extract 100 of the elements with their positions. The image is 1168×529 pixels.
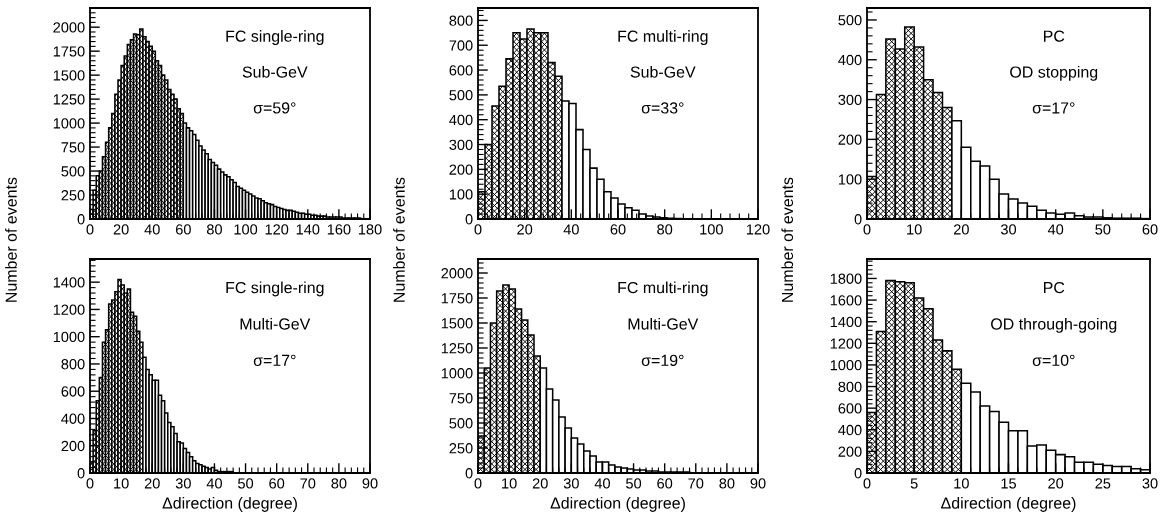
y-tick-label: 400 <box>838 54 862 66</box>
y-axis-title: Number of events <box>781 177 794 302</box>
annotation: FC multi-ring <box>618 281 708 297</box>
x-tick-label: 80 <box>719 478 735 489</box>
y-tick-label: 750 <box>61 142 85 153</box>
y-tick-label: 400 <box>449 114 473 126</box>
y-tick-label: 100 <box>449 189 473 200</box>
y-tick-label: 600 <box>838 403 862 414</box>
y-tick-label: 2000 <box>441 268 473 279</box>
x-tick-label: 60 <box>269 478 285 489</box>
y-tick-label: 0 <box>77 468 85 479</box>
y-tick-label: 400 <box>61 413 85 424</box>
x-tick-label: 5 <box>910 478 918 489</box>
x-tick-label: 180 <box>358 224 382 235</box>
x-tick-label: 90 <box>750 478 766 489</box>
x-axis-title: Δdirection (degree) <box>162 497 297 512</box>
x-tick-label: 20 <box>517 224 533 235</box>
x-tick-label: 20 <box>1048 478 1064 489</box>
x-tick-label: 40 <box>144 224 160 235</box>
x-tick-label: 160 <box>327 224 351 235</box>
y-tick-label: 500 <box>61 166 85 177</box>
y-axis-title: Number of events <box>5 177 17 302</box>
y-tick-label: 500 <box>449 418 473 429</box>
annotation: PC <box>1044 281 1065 294</box>
y-tick-label: 1000 <box>53 331 85 343</box>
x-tick-label: 60 <box>610 224 626 235</box>
y-tick-label: 200 <box>838 134 862 145</box>
y-tick-label: 600 <box>61 386 85 397</box>
y-tick-label: 800 <box>838 381 862 392</box>
y-tick-label: 500 <box>838 15 862 26</box>
y-tick-label: 2000 <box>53 22 85 33</box>
x-tick-label: 70 <box>300 478 316 489</box>
y-tick-label: 1400 <box>830 316 862 328</box>
y-tick-label: 100 <box>838 174 862 185</box>
x-tick-label: 0 <box>474 478 482 489</box>
x-tick-label: 15 <box>1001 478 1016 489</box>
y-tick-label: 0 <box>854 214 862 225</box>
x-tick-label: 140 <box>296 224 320 235</box>
annotation: FC single-ring <box>226 30 324 45</box>
y-tick-label: 750 <box>449 393 473 404</box>
y-tick-label: 200 <box>838 446 862 457</box>
x-tick-label: 0 <box>86 478 94 489</box>
x-tick-label: 10 <box>954 478 969 489</box>
y-tick-label: 250 <box>61 190 85 201</box>
x-tick-label: 120 <box>746 224 770 235</box>
x-tick-label: 90 <box>362 478 378 489</box>
x-tick-label: 60 <box>175 224 191 235</box>
x-tick-label: 30 <box>563 478 579 489</box>
x-tick-label: 80 <box>206 224 222 235</box>
y-tick-label: 1400 <box>53 277 85 288</box>
annotation: σ=33° <box>641 102 684 114</box>
annotation: FC single-ring <box>226 281 324 297</box>
x-tick-label: 30 <box>1142 478 1158 489</box>
x-tick-label: 120 <box>265 224 289 235</box>
y-tick-label: 1000 <box>441 368 473 379</box>
x-tick-label: 10 <box>502 478 517 489</box>
x-tick-label: 40 <box>594 478 610 489</box>
x-tick-label: 60 <box>657 478 673 489</box>
y-tick-label: 0 <box>77 214 85 225</box>
y-tick-label: 700 <box>449 40 473 51</box>
y-tick-label: 200 <box>61 440 85 452</box>
y-tick-label: 0 <box>854 468 862 479</box>
y-tick-label: 800 <box>449 15 473 26</box>
annotation: FC multi-ring <box>618 30 708 45</box>
x-tick-label: 40 <box>206 478 222 489</box>
y-tick-label: 1600 <box>830 295 862 306</box>
y-tick-label: 1200 <box>53 304 85 315</box>
x-tick-label: 20 <box>953 224 969 235</box>
y-tick-label: 1750 <box>441 293 473 304</box>
x-tick-label: 20 <box>532 478 548 489</box>
y-tick-label: 800 <box>61 359 85 370</box>
y-tick-label: 1750 <box>53 46 85 57</box>
x-tick-label: 50 <box>1095 224 1111 235</box>
x-tick-label: 30 <box>175 478 191 489</box>
y-tick-label: 1000 <box>830 360 862 371</box>
y-axis-title: Number of events <box>393 177 405 302</box>
annotation: σ=10° <box>1032 354 1075 367</box>
x-tick-label: 10 <box>907 224 922 235</box>
annotation: σ=59° <box>253 102 296 114</box>
annotation: PC <box>1044 30 1065 42</box>
annotation: σ=17° <box>253 354 296 367</box>
y-tick-label: 250 <box>449 443 473 454</box>
x-tick-label: 25 <box>1095 478 1111 489</box>
x-tick-label: 60 <box>1142 224 1158 235</box>
y-tick-label: 300 <box>449 139 473 150</box>
y-tick-label: 300 <box>838 94 862 105</box>
x-tick-label: 20 <box>113 224 129 235</box>
annotation: OD stopping <box>1010 65 1098 81</box>
y-tick-label: 1500 <box>53 70 85 81</box>
y-tick-label: 1200 <box>830 338 862 349</box>
x-tick-label: 80 <box>331 478 347 489</box>
x-tick-label: 100 <box>234 224 258 235</box>
x-axis-title: Δdirection (degree) <box>941 497 1076 512</box>
y-tick-label: 1500 <box>441 318 473 329</box>
x-tick-label: 30 <box>1000 224 1017 235</box>
annotation: Multi-GeV <box>240 317 311 330</box>
y-tick-label: 600 <box>449 65 473 76</box>
x-tick-label: 70 <box>688 478 704 489</box>
y-tick-label: 400 <box>838 424 862 436</box>
y-tick-label: 200 <box>449 164 473 175</box>
